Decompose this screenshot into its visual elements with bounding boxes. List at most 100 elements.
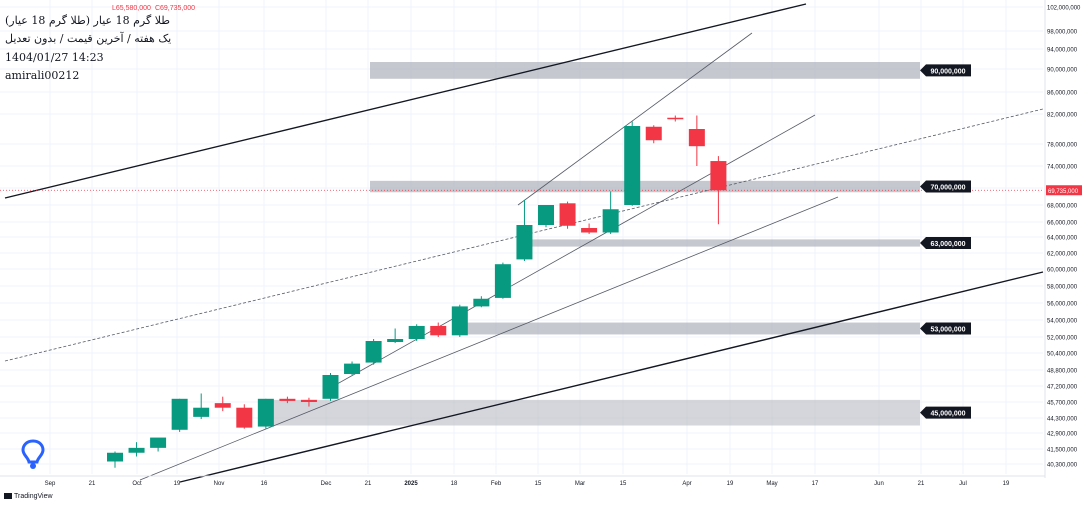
time-tick-label: 2025 — [404, 481, 418, 487]
candle-body — [473, 298, 490, 307]
trendline — [4, 108, 1044, 362]
candle-body — [150, 437, 167, 448]
price-tick-label: 48,800,000 — [1047, 369, 1078, 375]
zone-tag-label: 45,000,000 — [930, 411, 965, 418]
ohlc-readout: L65,580,000 C69,735,000 — [112, 5, 195, 12]
time-tick-label: 21 — [365, 481, 372, 487]
candle-body — [365, 341, 382, 363]
zone-labels: 90,000,000 70,000,000 63,000,000 53,000,000… — [920, 64, 971, 419]
price-tick-label: 41,500,000 — [1047, 448, 1078, 454]
candle — [107, 451, 123, 468]
candle — [214, 396, 231, 412]
price-tick-label: 68,000,000 — [1047, 204, 1078, 210]
chart-datetime: 1404/01/27 14:23 — [5, 51, 104, 64]
price-tick-label: 62,000,000 — [1047, 252, 1078, 258]
candle-body — [171, 398, 188, 430]
price-tick-label: 74,000,000 — [1047, 165, 1078, 171]
candle — [300, 397, 317, 407]
candle-body — [710, 161, 727, 191]
time-tick-label: 19 — [174, 481, 181, 487]
trendline — [517, 32, 753, 206]
candle — [279, 396, 296, 404]
time-tick-label: Jun — [874, 481, 884, 487]
price-tick-label: 40,300,000 — [1047, 463, 1078, 469]
time-tick-label: 21 — [918, 481, 925, 487]
time-tick-label: 16 — [261, 481, 268, 487]
zone-tag-background — [920, 64, 971, 77]
candle — [688, 115, 705, 166]
price-zone — [460, 322, 920, 335]
candle-body — [538, 205, 554, 225]
candle — [645, 125, 662, 144]
candle-body — [581, 228, 598, 233]
trendlines — [0, 3, 1044, 483]
candle — [451, 304, 468, 337]
candle — [710, 156, 727, 225]
candle — [559, 201, 576, 229]
candle-body — [667, 117, 684, 120]
zone-tag-label: 90,000,000 — [930, 68, 965, 75]
candle-body — [602, 209, 619, 233]
candle-body — [430, 325, 447, 336]
candle-body — [257, 398, 274, 427]
zone-tag-label: 70,000,000 — [930, 185, 965, 192]
time-tick-label: May — [766, 481, 777, 487]
price-tick-label: 44,300,000 — [1047, 417, 1078, 423]
candle — [408, 324, 425, 341]
candle — [257, 398, 274, 429]
time-tick-label: 15 — [620, 481, 627, 487]
zone-tag-background — [920, 406, 971, 419]
price-tick-label: 78,000,000 — [1047, 143, 1078, 149]
lightbulb-icon[interactable] — [18, 438, 48, 472]
candle — [128, 442, 145, 457]
zone-price-tag: 63,000,000 — [920, 237, 971, 249]
price-tick-label: 98,000,000 — [1047, 30, 1078, 36]
candle-body — [624, 126, 641, 205]
price-tick-label: 82,000,000 — [1047, 113, 1078, 119]
candle-body — [408, 325, 425, 339]
candle — [667, 115, 684, 122]
candle-body — [279, 398, 296, 401]
time-tick-label: 21 — [89, 481, 96, 487]
last-price-tag: 69,735,000 — [1046, 185, 1082, 196]
candle-body — [107, 452, 123, 462]
zone-tag-label: 63,000,000 — [930, 241, 965, 248]
candle — [236, 404, 253, 429]
candle-body — [322, 375, 339, 399]
candle-body — [645, 126, 662, 141]
time-tick-label: Sep — [45, 481, 56, 487]
candle — [581, 223, 598, 234]
price-tick-label: 66,000,000 — [1047, 221, 1078, 227]
price-zone — [370, 180, 920, 193]
candle-body — [494, 264, 511, 298]
price-tick-label: 52,000,000 — [1047, 336, 1078, 342]
price-tick-label: 102,000,000 — [1047, 6, 1081, 12]
chart-title: طلا گرم 18 عیار (طلا گرم 18 عیار) — [5, 14, 171, 27]
candle — [387, 328, 404, 343]
candle — [365, 339, 382, 365]
zone-tag-background — [920, 322, 971, 335]
price-zone — [370, 62, 920, 79]
tradingview-logo[interactable]: TradingView — [4, 493, 53, 500]
trendline — [139, 196, 839, 481]
candle — [322, 373, 339, 401]
price-zone — [523, 239, 920, 247]
tradingview-logo-text: TradingView — [14, 493, 53, 500]
zone-price-tag: 70,000,000 — [920, 180, 971, 193]
chart-author: amirali00212 — [5, 69, 80, 82]
candle-body — [236, 407, 253, 428]
price-tick-label: 64,000,000 — [1047, 236, 1078, 242]
trendline — [4, 3, 807, 199]
candle — [624, 121, 641, 206]
trendline — [179, 271, 1044, 483]
candle — [344, 361, 361, 375]
candle-body — [344, 363, 361, 374]
price-axis: 102,000,000 98,000,000 94,000,000 90,000,00… — [1044, 0, 1082, 478]
candlestick-series — [107, 115, 727, 468]
price-tick-label: 58,000,000 — [1047, 285, 1078, 291]
time-tick-label: Oct — [132, 481, 142, 487]
time-tick-label: 15 — [535, 481, 542, 487]
price-tick-label: 60,000,000 — [1047, 268, 1078, 274]
candle-body — [559, 203, 576, 226]
